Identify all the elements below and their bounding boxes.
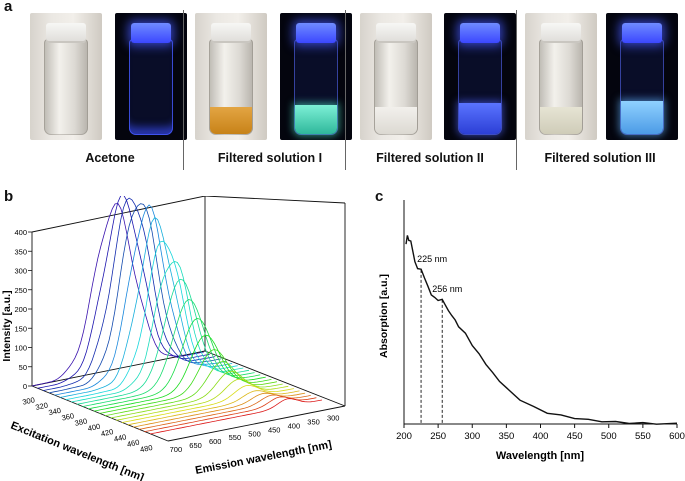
- x-tick-label: 450: [567, 431, 583, 442]
- emission-tick-label: 700: [170, 445, 183, 454]
- emission-curve: [82, 299, 255, 407]
- emission-curve: [138, 394, 311, 430]
- separator: [183, 10, 184, 170]
- emission-curve: [116, 378, 289, 421]
- excitation-tick-label: 400: [87, 422, 101, 433]
- intensity-tick-label: 100: [14, 344, 27, 353]
- y-axis-label: Absorption [a.u.]: [378, 274, 390, 358]
- excitation-tick-label: 440: [113, 432, 127, 443]
- excitation-tick-label: 420: [100, 427, 114, 438]
- emission-tick-label: 600: [209, 437, 222, 446]
- photo-acetone-daylight: [30, 13, 102, 140]
- emission-curve: [65, 240, 238, 401]
- separator: [345, 10, 346, 170]
- x-tick-label: 300: [464, 431, 480, 442]
- annotation-label: 256 nm: [432, 284, 462, 294]
- intensity-tick-label: 50: [19, 363, 27, 372]
- emission-tick-label: 500: [248, 429, 261, 438]
- x-tick-label: 250: [430, 431, 446, 442]
- excitation-tick-label: 380: [74, 416, 88, 427]
- emission-curve: [93, 334, 266, 412]
- intensity-tick-label: 300: [14, 267, 27, 276]
- annotation-label: 225 nm: [417, 254, 447, 264]
- panel-letter-c: c: [375, 188, 384, 205]
- label-filtered-solution-3: Filtered solution III: [544, 151, 656, 165]
- photo-solution-2-uv: [444, 13, 516, 140]
- emission-tick-label: 450: [268, 425, 281, 434]
- x-tick-label: 550: [635, 431, 651, 442]
- intensity-tick-label: 200: [14, 305, 27, 314]
- emission-curve: [31, 203, 205, 387]
- intensity-ticks: 0 50 100 150 200 250 300 350 400: [14, 228, 32, 391]
- excitation-tick-label: 360: [61, 411, 75, 422]
- excitation-tick-label: 320: [35, 401, 49, 412]
- panel-letter-a: a: [4, 0, 13, 15]
- photo-solution-3-uv: [606, 13, 678, 140]
- intensity-tick-label: 0: [23, 382, 27, 391]
- emission-curve: [88, 317, 261, 410]
- excitation-tick-label: 300: [22, 395, 36, 406]
- photo-acetone-uv: [115, 13, 187, 140]
- emission-tick-label: 650: [189, 441, 202, 450]
- photo-solution-2-daylight: [360, 13, 432, 140]
- emission-tick-label: 550: [229, 433, 242, 442]
- separator: [516, 10, 517, 170]
- label-filtered-solution-2: Filtered solution II: [376, 151, 484, 165]
- emission-curve: [54, 204, 227, 396]
- x-ticks: 200 250 300 350 400 450 500 550 600: [396, 424, 685, 442]
- x-tick-label: 350: [498, 431, 514, 442]
- emission-curve: [121, 384, 294, 423]
- photo-solution-1-uv: [280, 13, 352, 140]
- x-tick-label: 200: [396, 431, 412, 442]
- excitation-tick-label: 480: [139, 443, 153, 454]
- emission-curve: [48, 203, 221, 394]
- absorption-series-line: [405, 235, 678, 425]
- emission-curve: [60, 216, 233, 398]
- emission-tick-label: 300: [327, 414, 340, 423]
- emission-curve: [127, 390, 300, 426]
- intensity-tick-label: 350: [14, 247, 27, 256]
- label-acetone: Acetone: [85, 151, 135, 165]
- photo-solution-3-daylight: [525, 13, 597, 140]
- emission-curves: [31, 196, 323, 435]
- x-axis-label: Wavelength [nm]: [496, 450, 585, 462]
- emission-curve: [76, 278, 250, 405]
- absorption-chart: 200 250 300 350 400 450 500 550 600 225 nm 256 nm…: [378, 200, 685, 462]
- emission-curve: [149, 398, 323, 435]
- panel-letter-b: b: [4, 188, 14, 205]
- intensity-tick-label: 250: [14, 286, 27, 295]
- photo-solution-1-daylight: [195, 13, 267, 140]
- intensity-tick-label: 400: [14, 228, 27, 237]
- intensity-tick-label: 150: [14, 324, 27, 333]
- emission-curve: [144, 396, 317, 433]
- label-filtered-solution-1: Filtered solution I: [217, 151, 323, 165]
- emission-ticks: 700 650 600 550 500 450 400 350 300: [170, 414, 340, 454]
- emission-tick-label: 350: [307, 418, 320, 427]
- emission-curve: [71, 260, 244, 403]
- peak-annotations: 225 nm 256 nm: [417, 254, 462, 424]
- excitation-axis-label: Excitation wavelength [nm]: [9, 420, 146, 481]
- emission-curve: [99, 349, 272, 414]
- excitation-tick-label: 340: [48, 406, 62, 417]
- x-tick-label: 400: [533, 431, 549, 442]
- excitation-tick-label: 460: [126, 438, 140, 449]
- intensity-axis-label: Intensity [a.u.]: [1, 290, 13, 361]
- x-tick-label: 600: [669, 431, 685, 442]
- emission-tick-label: 400: [288, 422, 301, 431]
- emission-curve: [104, 361, 278, 417]
- x-tick-label: 500: [601, 431, 617, 442]
